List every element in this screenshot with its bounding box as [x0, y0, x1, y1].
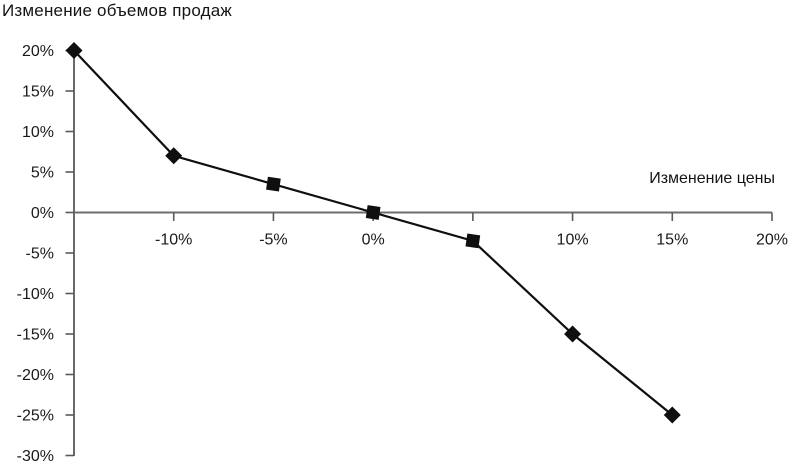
x-tick-label: -10% — [155, 232, 192, 249]
data-point-marker — [365, 205, 381, 220]
x-tick-label: 0% — [362, 232, 385, 249]
data-point-marker — [465, 233, 481, 249]
y-tick-label: -10% — [17, 286, 54, 303]
x-tick-label: 10% — [557, 232, 589, 249]
x-axis-label: Изменение цены — [649, 170, 775, 187]
x-tick-label: -5% — [259, 232, 287, 249]
y-tick-label: -30% — [17, 448, 54, 462]
data-point-marker — [165, 147, 183, 165]
x-tick-label: 20% — [756, 232, 788, 249]
y-tick-label: 0% — [31, 205, 54, 222]
y-tick-label: -25% — [17, 408, 54, 425]
y-tick-label: 5% — [31, 165, 54, 182]
data-point-marker — [564, 325, 582, 343]
chart-title: Изменение объемов продаж — [2, 1, 232, 20]
data-point-marker — [266, 176, 281, 192]
data-point-marker — [65, 42, 83, 59]
y-tick-label: 15% — [22, 84, 54, 101]
y-tick-label: 10% — [22, 124, 54, 141]
data-point-marker — [663, 406, 681, 424]
y-tick-label: -5% — [26, 246, 54, 263]
x-tick-label: 15% — [656, 232, 688, 249]
y-tick-label: 20% — [22, 43, 54, 60]
y-tick-label: -20% — [17, 367, 54, 384]
y-tick-label: -15% — [17, 327, 54, 344]
